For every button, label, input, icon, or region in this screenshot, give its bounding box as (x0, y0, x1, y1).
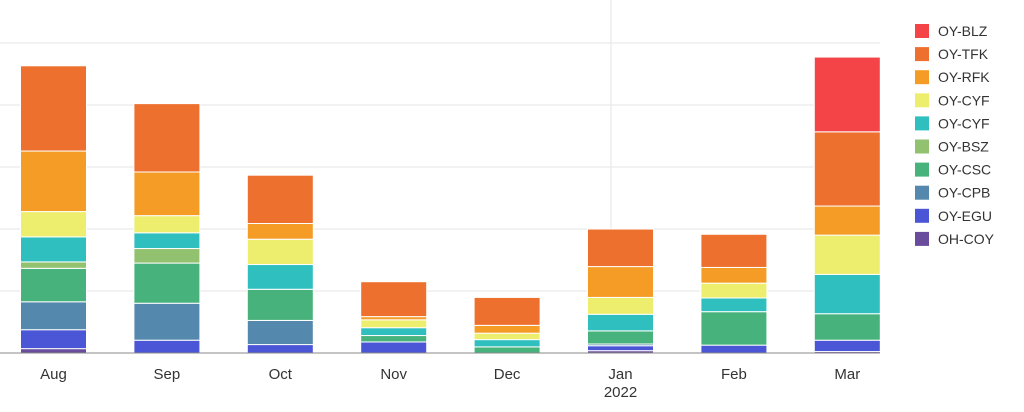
bar-segment-oy-cyf-aug[interactable] (20, 236, 87, 263)
legend-swatch[interactable] (915, 116, 929, 131)
bar-segment-oy-cyf-nov[interactable] (360, 327, 428, 337)
legend-swatch[interactable] (915, 70, 929, 85)
legend-swatch[interactable] (915, 185, 929, 200)
x-tick-label: Feb (721, 366, 747, 383)
x-tick-label: Jan (608, 366, 632, 383)
bar-segment-oy-cyf-feb[interactable] (700, 297, 768, 313)
legend-label[interactable]: OY-RFK (938, 69, 990, 85)
bar-segment-oy-csc-dec[interactable] (473, 346, 541, 354)
x-tick-label: Sep (154, 366, 181, 383)
bar-segment-oy-tfk-oct[interactable] (246, 174, 314, 225)
bar-segment-oy-egu-feb[interactable] (700, 344, 768, 354)
bar-segment-oy-cyf-nov[interactable] (360, 319, 428, 329)
legend: OY-BLZ OY-TFK OY-RFK OY-CYF OY-CYF OY-BSZ OY-C… (915, 23, 995, 247)
bar-segment-oy-csc-nov[interactable] (360, 335, 428, 343)
bar-segment-oy-rfk-jan[interactable] (587, 266, 654, 298)
bar-segment-oy-cpb-aug[interactable] (20, 301, 87, 331)
bar-segment-oy-tfk-dec[interactable] (473, 296, 541, 326)
bar-segment-oy-cyf-dec[interactable] (473, 339, 541, 348)
legend-label[interactable]: OY-BSZ (938, 139, 989, 155)
bar-segment-oy-cpb-sep[interactable] (133, 302, 201, 341)
x-tick-label: Mar (834, 366, 860, 383)
bar-segment-oy-cyf-dec[interactable] (473, 332, 541, 341)
legend-label[interactable]: OY-TFK (938, 46, 989, 62)
bar-segment-oy-blz-mar[interactable] (813, 56, 881, 133)
bar-stacks (20, 56, 881, 354)
bar-segment-oy-csc-mar[interactable] (813, 313, 881, 341)
legend-swatch[interactable] (915, 93, 929, 108)
bar-segment-oy-rfk-sep[interactable] (133, 171, 201, 217)
bar-segment-oy-csc-oct[interactable] (246, 288, 314, 321)
bar-segment-oy-rfk-dec[interactable] (473, 324, 541, 334)
bar-segment-oy-tfk-sep[interactable] (133, 103, 201, 173)
legend-swatch[interactable] (915, 231, 929, 246)
bar-segment-oy-egu-sep[interactable] (133, 339, 201, 354)
bar-segment-oy-tfk-mar[interactable] (813, 131, 881, 207)
legend-label[interactable]: OY-CPB (938, 185, 990, 201)
legend-label[interactable]: OY-BLZ (938, 23, 988, 39)
legend-label[interactable]: OY-CYF (938, 115, 990, 131)
legend-swatch[interactable] (915, 24, 929, 38)
bar-segment-oy-cyf-feb[interactable] (700, 282, 768, 299)
bar-segment-oy-egu-mar[interactable] (813, 339, 881, 353)
x-tick-label: Nov (380, 366, 407, 383)
bar-segment-oy-egu-jan[interactable] (587, 345, 654, 352)
bar-segment-oy-cyf-sep[interactable] (133, 215, 201, 234)
x-tick-label: Aug (40, 366, 67, 383)
bar-segment-oy-csc-jan[interactable] (587, 330, 654, 345)
bar-segment-oy-rfk-mar[interactable] (813, 205, 881, 236)
bar-segment-oy-cyf-jan[interactable] (587, 296, 654, 315)
x-tick-label: Dec (494, 366, 521, 383)
legend-swatch[interactable] (915, 47, 929, 62)
bar-segment-oy-egu-aug[interactable] (20, 329, 87, 350)
bar-segment-oy-cyf-aug[interactable] (20, 211, 87, 238)
legend-label[interactable]: OY-EGU (938, 208, 992, 224)
bar-segment-oy-tfk-aug[interactable] (20, 65, 87, 152)
x-tick-label: Oct (269, 366, 293, 383)
legend-label[interactable]: OY-CYF (938, 92, 990, 108)
bar-segment-oy-cpb-oct[interactable] (246, 319, 314, 346)
bar-segment-oy-bsz-aug[interactable] (20, 261, 87, 269)
legend-label[interactable]: OH-COY (938, 231, 995, 247)
bar-segment-oy-rfk-aug[interactable] (20, 150, 87, 213)
bar-segment-oy-rfk-feb[interactable] (700, 266, 768, 284)
legend-swatch[interactable] (915, 162, 929, 177)
bar-segment-oy-cyf-sep[interactable] (133, 232, 201, 250)
bar-segment-oy-cyf-jan[interactable] (587, 313, 654, 332)
bar-segment-oy-cyf-mar[interactable] (813, 234, 881, 275)
bar-segment-oy-csc-feb[interactable] (700, 311, 768, 346)
legend-label[interactable]: OY-CSC (938, 162, 991, 178)
legend-swatch[interactable] (915, 208, 929, 223)
bar-segment-oy-cyf-oct[interactable] (246, 264, 314, 290)
bar-segment-oy-csc-sep[interactable] (133, 262, 201, 304)
bar-segment-oy-csc-aug[interactable] (20, 267, 87, 303)
bar-segment-oy-tfk-nov[interactable] (360, 281, 428, 318)
x-tick-sublabel: 2022 (604, 384, 637, 401)
bar-segment-oy-tfk-jan[interactable] (587, 228, 654, 268)
bar-segment-oy-bsz-sep[interactable] (133, 248, 201, 264)
bar-segment-oy-cyf-mar[interactable] (813, 273, 881, 315)
bar-segment-oy-egu-nov[interactable] (360, 341, 428, 354)
bar-segment-oy-egu-oct[interactable] (246, 344, 314, 354)
bar-segment-oy-tfk-feb[interactable] (700, 233, 768, 268)
bar-segment-oy-cyf-oct[interactable] (246, 238, 314, 266)
bar-segment-oy-rfk-oct[interactable] (246, 223, 314, 240)
bar-segment-oh-coy-aug[interactable] (20, 348, 87, 354)
legend-swatch[interactable] (915, 139, 929, 154)
